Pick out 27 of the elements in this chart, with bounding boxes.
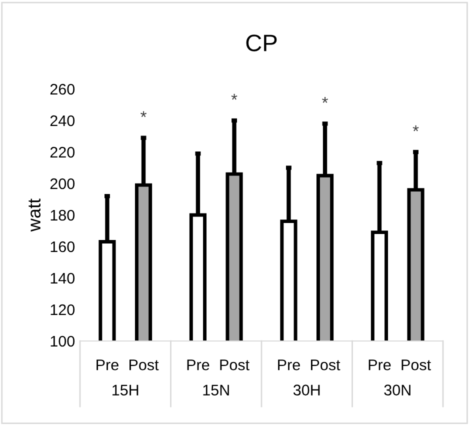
- annotation: *: [231, 94, 238, 100]
- series-label: Post: [129, 360, 159, 370]
- y-tick-label: 140: [50, 272, 75, 284]
- y-tick-label: 200: [50, 178, 75, 190]
- y-axis-title: watt: [28, 198, 41, 232]
- x-tick-label: 15N: [203, 384, 229, 396]
- y-tick-label: 180: [50, 210, 75, 221]
- y-tick-label: 220: [50, 146, 75, 158]
- text: Post: [402, 360, 431, 370]
- x-tick-label: 30N: [384, 384, 410, 396]
- chart-title: CP: [246, 34, 277, 52]
- text: Post: [310, 360, 340, 370]
- annotation: *: [140, 111, 147, 118]
- annotation: *: [412, 125, 419, 132]
- y-tick-label: 160: [50, 241, 75, 252]
- text: Pre: [96, 360, 118, 370]
- text: Pre: [278, 360, 300, 370]
- text: Pre: [368, 360, 391, 370]
- y-tick-label: 100: [50, 336, 75, 347]
- series-label: Pre: [187, 360, 210, 370]
- text: Post: [220, 360, 250, 370]
- annotation: *: [322, 97, 328, 103]
- x-tick-label: 15H: [112, 384, 138, 396]
- y-tick-label: 120: [50, 304, 75, 316]
- y-tick-label: 240: [50, 115, 75, 126]
- x-tick-label: 30H: [293, 384, 320, 396]
- y-tick-label: 260: [50, 84, 75, 95]
